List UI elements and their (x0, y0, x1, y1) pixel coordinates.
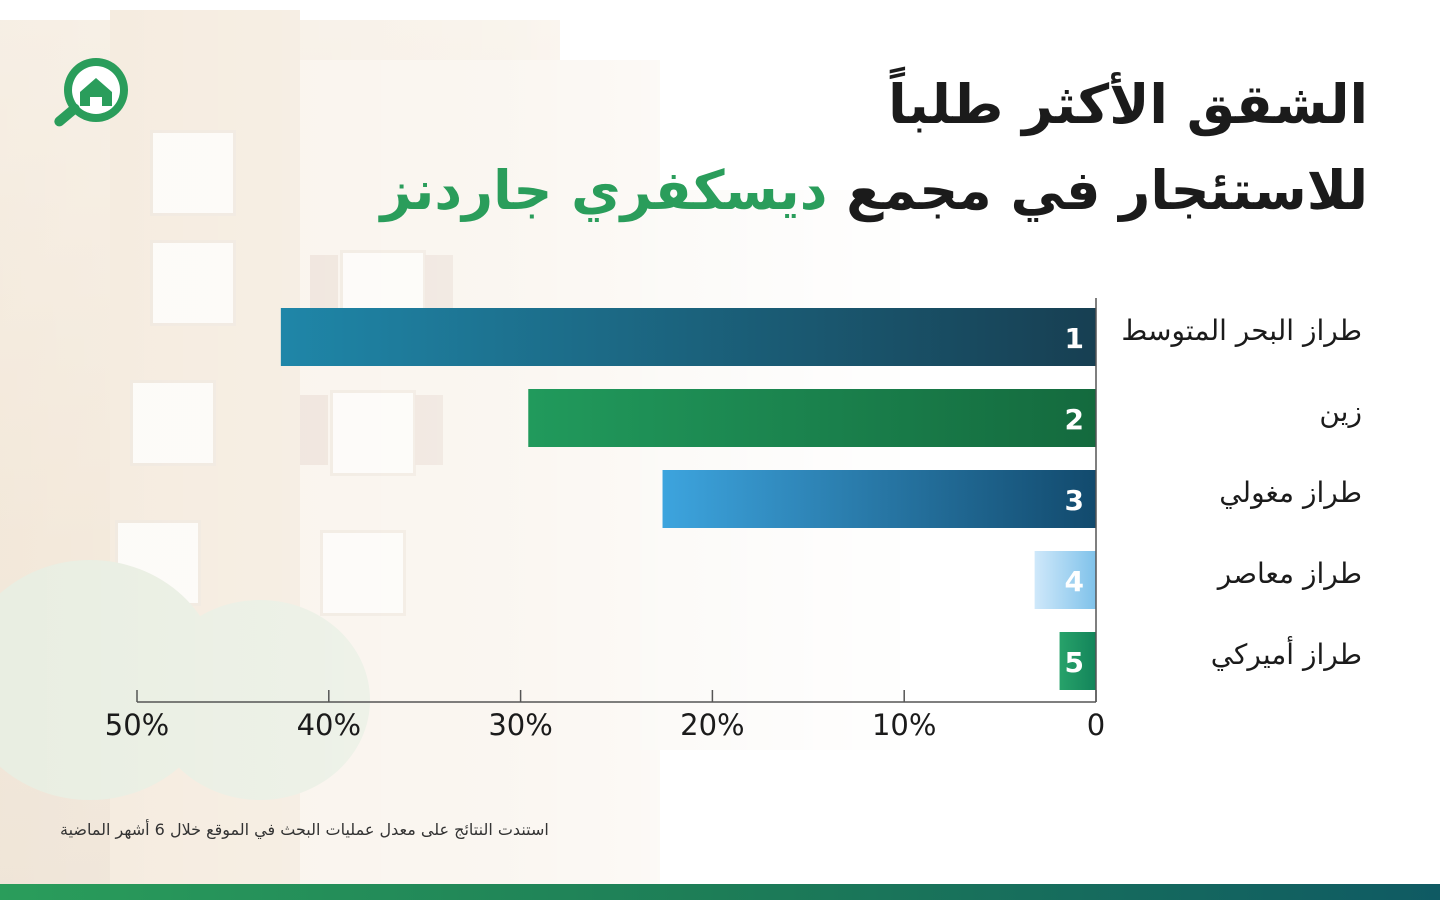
bar-rank-label: 4 (1065, 565, 1084, 598)
category-label: طراز مغولي (1219, 476, 1362, 509)
bar-rank-label: 3 (1065, 484, 1084, 517)
bar-rank-label: 2 (1065, 403, 1084, 436)
title-line-1: الشقق الأكثر طلباً (888, 73, 1368, 136)
footnote: استندت النتائج على معدل عمليات البحث في … (60, 820, 549, 839)
x-tick-label: 40% (296, 708, 362, 742)
x-tick-label: 20% (680, 708, 745, 742)
bar-2 (528, 389, 1096, 447)
chart-title: الشقق الأكثر طلباً للاستئجار في مجمع ديس… (380, 62, 1368, 234)
bar-1 (280, 308, 1097, 366)
category-label: طراز معاصر (1217, 557, 1362, 590)
title-line-2: للاستئجار في مجمع ديسكفري جاردنز (380, 148, 1368, 234)
bar-5 (1059, 632, 1096, 690)
x-tick-label: 10% (871, 708, 937, 742)
bottom-strip (0, 884, 1440, 900)
title-line-2-accent: ديسكفري جاردنز (380, 159, 828, 222)
x-tick-label: 30% (488, 708, 553, 742)
x-tick-label: 0 (1086, 708, 1106, 742)
house-search-icon (54, 58, 128, 127)
bar-4 (1034, 551, 1096, 609)
bar-rank-label: 5 (1065, 646, 1084, 679)
x-tick-label: 50% (104, 708, 170, 742)
bars-layer: 1 2 3 4 5 (280, 308, 1097, 690)
logo (44, 52, 138, 132)
axis-layer (136, 298, 1097, 703)
bar-rank-label: 1 (1065, 322, 1084, 355)
bar-3 (662, 470, 1096, 528)
category-label: زين (1319, 395, 1362, 428)
category-label: طراز البحر المتوسط (1121, 314, 1362, 347)
category-label: طراز أميركي (1210, 638, 1362, 671)
title-line-2-prefix: للاستئجار في مجمع (846, 159, 1368, 222)
